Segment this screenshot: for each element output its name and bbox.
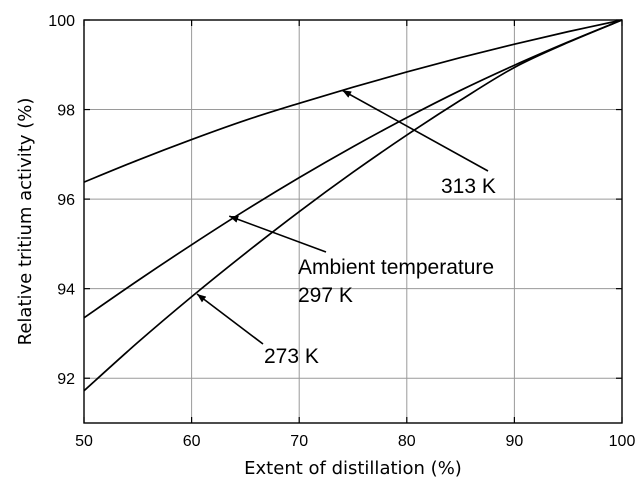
tick-labels: 50 60 70 80 90 100 92 94 96 98 100 (48, 13, 635, 450)
series-line-1 (83, 19, 623, 183)
y-tick-label: 100 (48, 13, 75, 30)
x-tick-label: 90 (506, 433, 524, 450)
x-tick-label: 70 (290, 433, 308, 450)
annotation-arrow (341, 89, 489, 172)
annotations: 313 K Ambient temperature 297 K 273 K (196, 89, 496, 368)
x-axis-title: Extent of distillation (%) (244, 458, 462, 479)
annotation-2: Ambient temperature 297 K (228, 215, 494, 307)
x-tick-label: 50 (75, 433, 93, 450)
annotation-label: 297 K (298, 284, 353, 307)
annotation-label: 273 K (264, 345, 319, 368)
series-line-3 (83, 19, 623, 392)
annotation-arrow (228, 215, 327, 253)
grid (84, 20, 622, 423)
plot-frame (83, 19, 623, 424)
x-tick-label: 80 (398, 433, 416, 450)
y-tick-label: 96 (57, 192, 75, 209)
x-tick-label: 100 (609, 433, 636, 450)
series-line-2 (83, 19, 623, 319)
y-tick-label: 94 (57, 282, 75, 299)
annotation-1: 313 K (341, 89, 496, 198)
series-group (83, 19, 623, 392)
annotation-arrow (196, 293, 264, 345)
y-axis-title: Relative tritium activity (%) (15, 98, 36, 346)
tick-marks (83, 19, 623, 423)
y-tick-label: 98 (57, 103, 75, 120)
annotation-label: 313 K (441, 175, 496, 198)
annotation-label: Ambient temperature (298, 256, 494, 279)
annotation-3: 273 K (196, 293, 319, 368)
y-tick-label: 92 (57, 371, 75, 388)
x-tick-label: 60 (183, 433, 201, 450)
